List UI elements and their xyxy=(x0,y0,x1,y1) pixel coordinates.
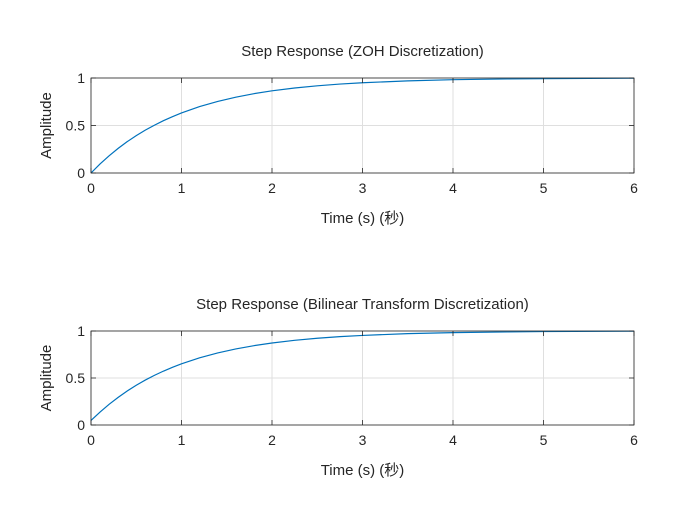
x-tick-label: 4 xyxy=(449,432,457,448)
x-tick-label: 2 xyxy=(268,432,276,448)
x-axis-label: Time (s) (秒) xyxy=(321,462,405,479)
chart-panel-2: 0 1 2 3 4 5 6 0 0.5 1 Step Response (Bilinear Tran… xyxy=(38,296,638,479)
x-tick-label: 1 xyxy=(178,180,186,196)
x-tick-label: 4 xyxy=(449,180,457,196)
series-line-1 xyxy=(90,77,635,174)
x-tick-label: 0 xyxy=(87,180,95,196)
x-tick-label: 3 xyxy=(359,432,367,448)
chart-panel-1: 0 1 2 3 4 5 6 0 0.5 1 Step Response (ZOH Discretiz… xyxy=(38,43,638,227)
x-tick-label: 1 xyxy=(178,432,186,448)
x-tick-label: 6 xyxy=(630,180,638,196)
y-tick-label: 1 xyxy=(77,323,85,339)
y-tick-label: 0.5 xyxy=(66,118,86,134)
y-axis-label: Amplitude xyxy=(38,345,55,412)
x-tick-label: 3 xyxy=(359,180,367,196)
chart-title: Step Response (ZOH Discretization) xyxy=(241,43,484,60)
x-tick-label: 0 xyxy=(87,432,95,448)
x-tick-label: 6 xyxy=(630,432,638,448)
chart-title: Step Response (Bilinear Transform Discre… xyxy=(196,296,529,313)
x-tick-label: 5 xyxy=(540,180,548,196)
y-tick-label: 1 xyxy=(77,70,85,86)
y-tick-label: 0 xyxy=(77,165,85,181)
y-tick-label: 0.5 xyxy=(66,370,86,386)
x-tick-label: 2 xyxy=(268,180,276,196)
y-axis-label: Amplitude xyxy=(38,92,55,159)
x-axis-label: Time (s) (秒) xyxy=(321,210,405,227)
y-tick-label: 0 xyxy=(77,417,85,433)
x-tick-label: 5 xyxy=(540,432,548,448)
series-line-1 xyxy=(90,330,635,421)
